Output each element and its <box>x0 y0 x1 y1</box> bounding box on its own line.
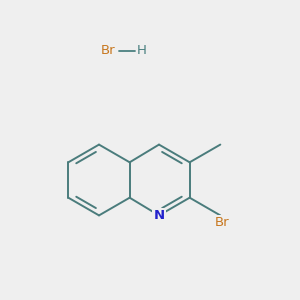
Text: N: N <box>153 209 165 222</box>
Text: Br: Br <box>101 44 116 58</box>
Text: H: H <box>136 44 146 58</box>
Text: Br: Br <box>214 216 229 230</box>
